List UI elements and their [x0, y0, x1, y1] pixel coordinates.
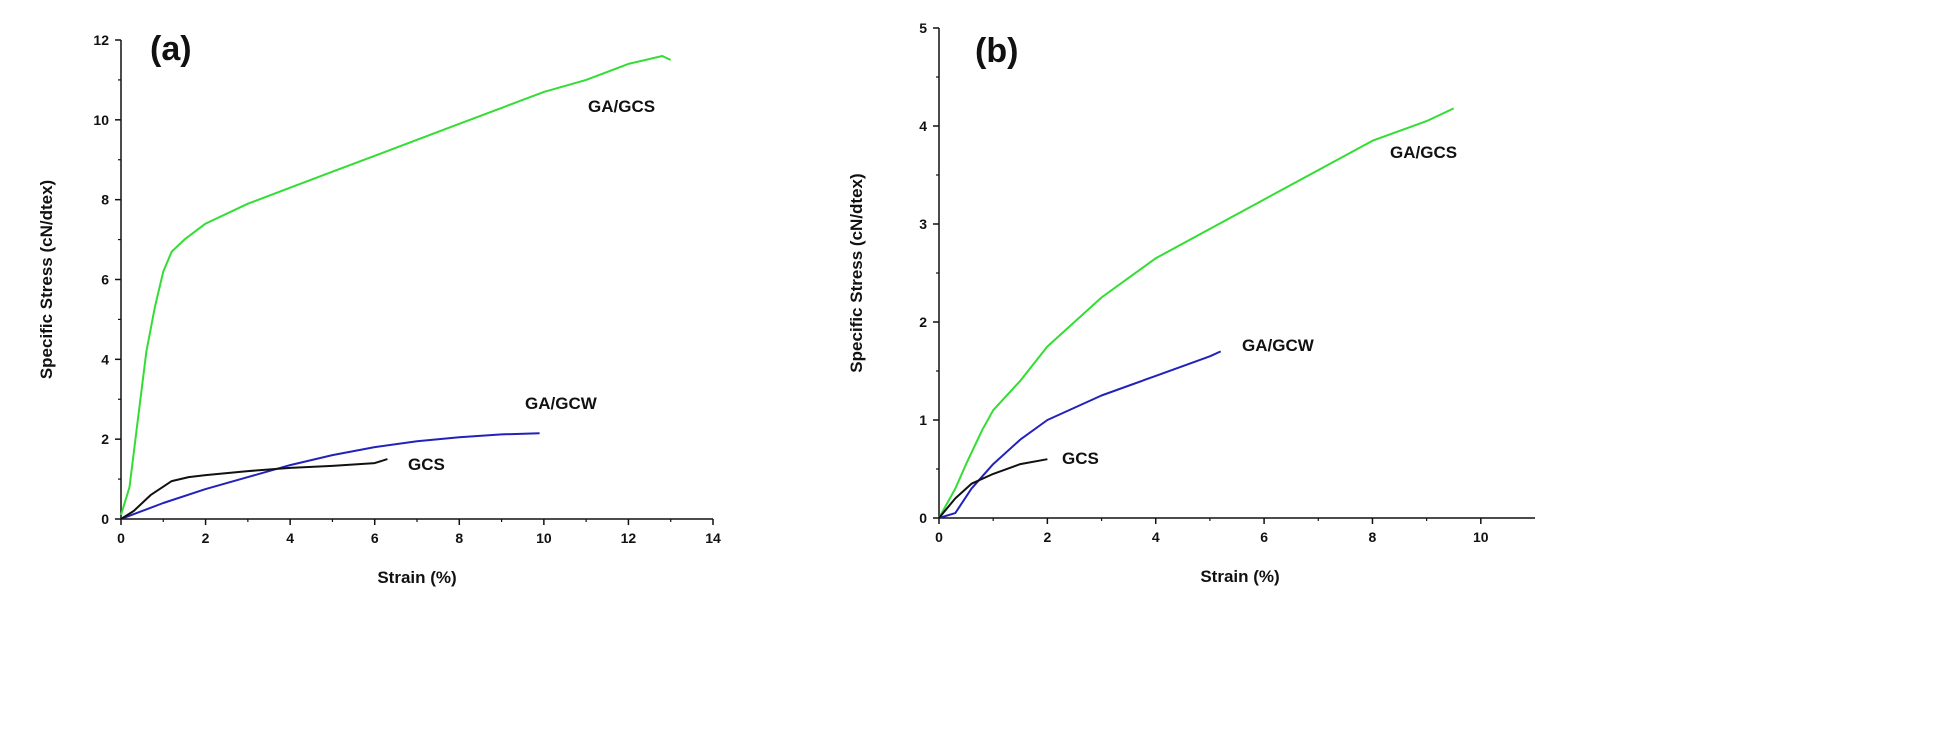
y-tick-label: 6	[101, 272, 109, 288]
y-axis-label: Specific Stress (cN/dtex)	[37, 180, 56, 379]
panel-a: 0 2 4 6 8 10 12 14 0 2 4 6 8 10 12 Strain (%) Specific S…	[37, 30, 721, 587]
y-axis-label: Specific Stress (cN/dtex)	[847, 173, 866, 372]
panel-b: 0 2 4 6 8 10 0 1 2 3 4 5 Strain (%) Specific Stress (…	[847, 20, 1535, 586]
x-tick-label: 12	[621, 530, 637, 546]
x-tick-label: 10	[536, 530, 552, 546]
y-tick-label: 4	[101, 351, 109, 367]
x-tick-label: 2	[1043, 529, 1051, 545]
x-tick-label: 4	[1152, 529, 1160, 545]
y-tick-label: 0	[101, 511, 109, 527]
y-tick-label: 10	[93, 112, 109, 128]
y-tick-label: 5	[919, 20, 927, 36]
series-label: GA/GCS	[588, 97, 655, 116]
panel-label: (a)	[150, 30, 192, 68]
series-label: GA/GCW	[1242, 336, 1315, 355]
x-tick-label: 2	[202, 530, 210, 546]
y-tick-label: 4	[919, 118, 927, 134]
y-tick-label: 0	[919, 510, 927, 526]
series-line-gcs	[938, 458, 1048, 519]
x-tick-label: 4	[286, 530, 294, 546]
x-tick-label: 0	[935, 529, 943, 545]
y-tick-label: 3	[919, 216, 927, 232]
x-tick-label: 8	[1369, 529, 1377, 545]
panel-label: (b)	[975, 32, 1018, 70]
series-label: GA/GCW	[525, 394, 598, 413]
y-tick-label: 2	[101, 431, 109, 447]
x-axis-label: Strain (%)	[377, 568, 456, 587]
y-tick-label: 8	[101, 192, 109, 208]
series-line-ga-gcw	[120, 432, 540, 520]
series-line-ga-gcw	[938, 350, 1222, 519]
x-tick-label: 0	[117, 530, 125, 546]
y-tick-label: 2	[919, 314, 927, 330]
x-tick-label: 6	[1260, 529, 1268, 545]
x-tick-label: 10	[1473, 529, 1489, 545]
y-tick-label: 12	[93, 32, 109, 48]
series-line-ga-gcs	[938, 107, 1455, 519]
x-tick-label: 8	[455, 530, 463, 546]
series-line-ga-gcs	[120, 55, 672, 516]
x-tick-label: 6	[371, 530, 379, 546]
series-line-gcs	[120, 458, 388, 520]
x-tick-label: 14	[705, 530, 721, 546]
series-label: GCS	[408, 455, 445, 474]
series-label: GCS	[1062, 449, 1099, 468]
y-tick-label: 1	[919, 412, 927, 428]
series-label: GA/GCS	[1390, 143, 1457, 162]
x-axis-label: Strain (%)	[1200, 567, 1279, 586]
